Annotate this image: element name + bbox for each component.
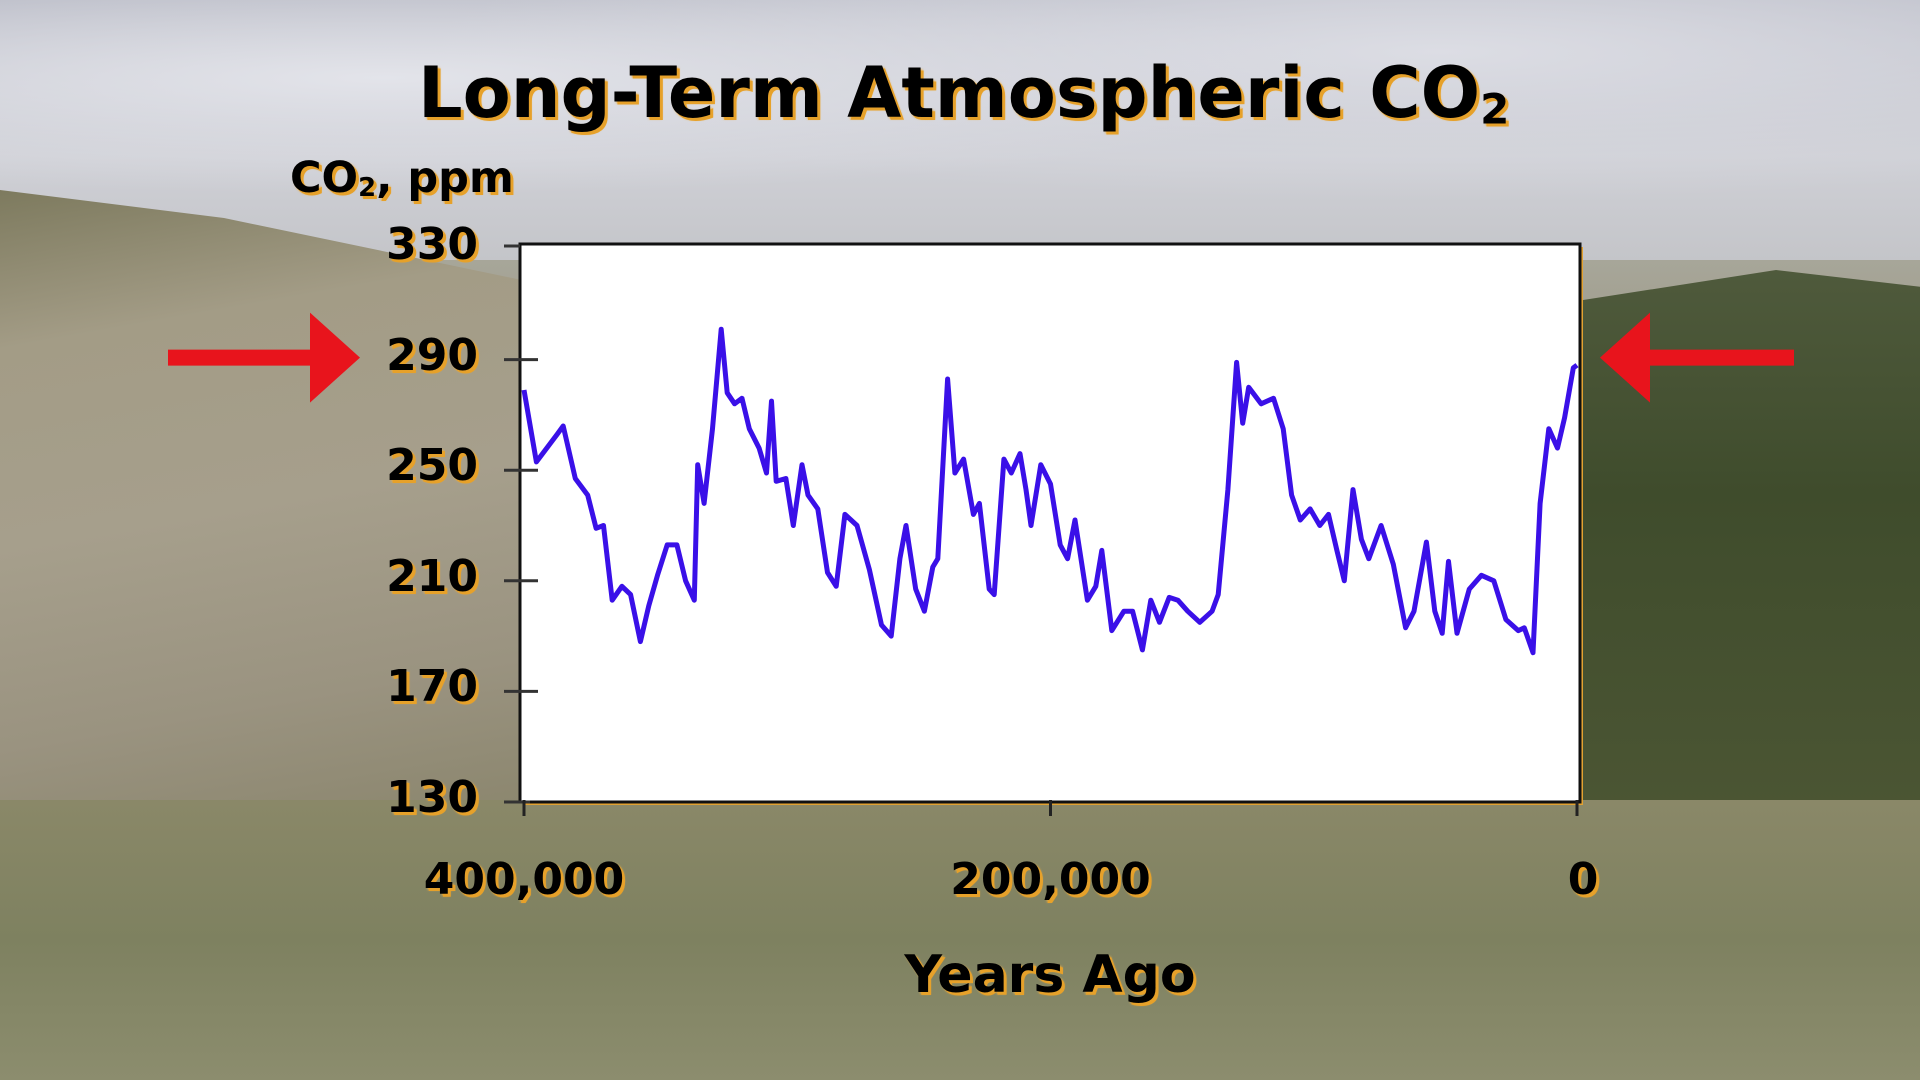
x-tick-label: 400,000 [423, 854, 625, 905]
y-label-subscript: 2 [358, 172, 377, 203]
y-tick-label: 250 [386, 440, 478, 492]
y-tick-label: 330 [386, 219, 478, 270]
hillside-background [0, 190, 560, 890]
y-tick-label: 290 [386, 329, 478, 381]
x-tick-label: 0 [1567, 854, 1599, 905]
left-arrow-icon [1600, 312, 1794, 403]
plot-area [518, 242, 1582, 804]
title-subscript: 2 [1480, 84, 1510, 134]
right-arrow-icon [168, 312, 360, 403]
y-tick-label: 210 [386, 550, 478, 602]
chart-title: Long-Term Atmospheric CO2 [418, 52, 1509, 134]
y-label-text: CO [290, 153, 359, 203]
x-axis-label: Years Ago [904, 945, 1196, 1005]
sky-background [0, 0, 1920, 260]
y-tick-label: 170 [386, 661, 478, 713]
y-axis-label: CO2, ppm [290, 153, 514, 203]
y-label-unit: , ppm [376, 153, 514, 203]
co2-series-line [521, 326, 1579, 656]
title-text: Long-Term Atmospheric CO [418, 52, 1481, 134]
x-tick-label: 200,000 [950, 854, 1151, 905]
grass-background [0, 800, 1920, 1080]
y-tick-label: 130 [386, 772, 478, 823]
